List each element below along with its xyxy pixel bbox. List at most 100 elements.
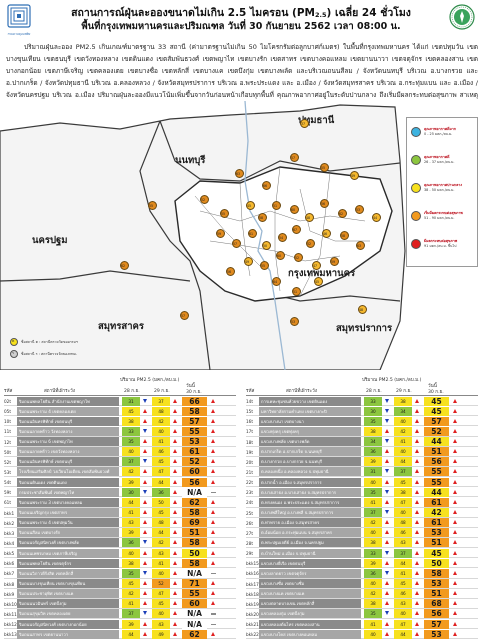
station-marker[interactable] <box>356 241 365 250</box>
table-row[interactable]: 61t ริมถนนพระราม 3 เขตบางคอแหลม 44 50 62 <box>4 497 236 508</box>
station-marker[interactable] <box>350 171 359 180</box>
station-marker[interactable] <box>338 209 347 218</box>
table-row[interactable]: bkk13 ริมถนนสาทร เขตยานนาวา 44 49 62 <box>4 629 236 640</box>
value-today: N/A <box>182 487 207 497</box>
station-marker[interactable] <box>260 261 269 270</box>
station-marker[interactable] <box>292 287 301 296</box>
station-marker[interactable] <box>248 229 257 238</box>
table-row[interactable]: 05t ริมถนนพระราม 4 เขตคลองเตย 45 48 58 <box>4 406 236 417</box>
table-row[interactable]: bkk17 แขวงบางซื่อ เขตบางซื่อ 40 45 53 <box>246 579 478 589</box>
station-marker[interactable] <box>120 261 129 270</box>
station-marker[interactable] <box>262 181 271 190</box>
table-row[interactable]: bkk9 ริมถนนประชาอุทิศ เขตบางแค 42 47 55 <box>4 589 236 599</box>
station-marker[interactable] <box>290 317 299 326</box>
table-row[interactable]: bkk5 ริมถนนเพชรเกษม เขตภาษีเจริญ 40 43 50 <box>4 548 236 559</box>
station-marker[interactable] <box>314 277 323 286</box>
table-row[interactable]: 02t ริมถนนพหลโยธิน สำนักงานเขตพญาไท 31 37 66 <box>4 396 236 407</box>
table-row[interactable]: bkk12 ริมถนนจรัญสนิทวงศ์ เขตบางกอกน้อย 39 4… <box>4 619 236 630</box>
table-row[interactable]: 52t ริมถนนอินทรพิทักษ์ เขตธนบุรี 37 45 52 <box>4 457 236 467</box>
station-marker[interactable] <box>226 267 235 276</box>
station-marker[interactable] <box>244 257 253 266</box>
station-marker[interactable] <box>246 201 255 210</box>
table-row[interactable]: bkk3 ริมถนนสีลม เขตบางรัก 39 44 51 <box>4 528 236 538</box>
table-row[interactable]: bkk22 แขวงบางโคล่ เขตบางคอแหลม 40 44 53 <box>246 629 478 640</box>
station-marker[interactable] <box>292 225 301 234</box>
table-row[interactable]: 26t ต.ท่าทราย อ.เมือง จ.สมุทรสาคร 42 48 61 <box>246 518 478 528</box>
table-row[interactable]: 54t ริมถนนดินแดง เขตดินแดง 39 44 56 <box>4 477 236 488</box>
table-row[interactable]: bkk7 ริมถนนวิภาวดีรังสิต เขตหลักสี่ 35 40 N/… <box>4 568 236 579</box>
table-row[interactable]: bkk16 แขวงลาดยาว เขตจตุจักร 36 41 58 <box>246 568 478 579</box>
station-marker[interactable] <box>372 213 381 222</box>
table-row[interactable]: bkk1 ริมถนนเจริญกรุง เขตสาทร 41 45 58 <box>4 508 236 518</box>
table-row[interactable]: bkk21 แขวงคลองต้นไทร เขตคลองสาน 41 47 57 <box>246 619 478 630</box>
station-marker[interactable] <box>358 305 367 314</box>
table-row[interactable]: 29t ต.บ้านใหม่ อ.เมือง จ.ปทุมธานี 33 37 45 <box>246 548 478 559</box>
station-name: ริมถนนพระราม 6 เขตพญาไท <box>17 437 119 447</box>
table-row[interactable]: 21t ต.คลองหนึ่ง อ.คลองหลวง จ.ปทุมธานี 31 37… <box>246 467 478 478</box>
table-row[interactable]: 18t แขวงบางพลัด เขตบางพลัด 34 41 44 <box>246 437 478 447</box>
station-marker-label: 54 <box>279 236 284 240</box>
station-marker[interactable] <box>320 163 329 172</box>
trend-up-icon <box>173 560 177 565</box>
table-row[interactable]: bkk8 ริมถนนบางขุนเทียน เขตบางขุนเทียน 45 52… <box>4 579 236 589</box>
table-row[interactable]: bkk2 ริมถนนพระราม 4 เขตปทุมวัน 43 48 69 <box>4 518 236 528</box>
table-row[interactable]: bkk15 แขวงบางยี่เรือ เขตธนบุรี 39 44 50 <box>246 558 478 569</box>
table-row[interactable]: 14t การเคหะชุมชนห้วยขวาง เขตดินแดง 33 38 45 <box>246 396 478 407</box>
station-marker[interactable] <box>216 229 225 238</box>
station-id: 21t <box>246 469 253 475</box>
table-row[interactable]: 15t มหาวิทยาลัยรามคำแหง เขตบางกะปิ 30 34 45 <box>246 406 478 417</box>
table-row[interactable]: 23t ต.บางเสาธง อ.บางเสาธง จ.สมุทรปราการ 35… <box>246 487 478 498</box>
trend-up-icon <box>143 499 147 504</box>
station-marker[interactable] <box>290 153 299 162</box>
station-marker[interactable] <box>148 201 157 210</box>
station-marker[interactable] <box>278 233 287 242</box>
station-marker[interactable] <box>220 209 229 218</box>
table-row[interactable]: bkk20 แขวงคลองกุ่ม เขตบึงกุ่ม 35 40 56 <box>246 609 478 620</box>
station-marker[interactable] <box>262 241 271 250</box>
table-row[interactable]: 22t ต.ปากน้ำ อ.เมือง จ.สมุทรปราการ 40 45 55 <box>246 477 478 488</box>
station-marker[interactable] <box>232 239 241 248</box>
station-marker[interactable] <box>306 239 315 248</box>
station-marker-label: 44 <box>373 216 378 220</box>
table-row[interactable]: 53t โรงเรียนเสริมศิลป์ วงเวียนโอเดียน เขต… <box>4 467 236 478</box>
table-row[interactable]: 19t ต.ปากเกร็ด อ.ปากเกร็ด จ.นนทบุรี 36 40 51 <box>246 447 478 457</box>
trend-up-icon <box>453 560 457 565</box>
station-marker[interactable] <box>200 195 209 204</box>
table-row[interactable]: bkk10 ริมถนนนวมินทร์ เขตบึงกุ่ม 41 45 60 <box>4 599 236 609</box>
station-marker[interactable] <box>294 253 303 262</box>
table-row[interactable]: 12t ริมถนนพระราม 6 เขตพญาไท 35 41 53 <box>4 437 236 447</box>
station-marker[interactable] <box>355 205 364 214</box>
station-marker[interactable] <box>340 231 349 240</box>
table-row[interactable]: 16t แขวงบางนา เขตบางนา 35 40 57 <box>246 416 478 427</box>
table-row[interactable]: bkk6 ริมถนนพหลโยธิน เขตจตุจักร 38 41 58 <box>4 558 236 569</box>
station-marker[interactable] <box>320 199 329 208</box>
station-marker[interactable] <box>312 261 321 270</box>
table-row[interactable]: bkk4 ริมถนนจรัญสนิทวงศ์ เขตบางพลัด 36 42 58 <box>4 538 236 549</box>
trend-up-icon <box>211 540 215 545</box>
table-row[interactable]: 24t ต.ทรงคนอง อ.พระประแดง จ.สมุทรปราการ 41… <box>246 497 478 508</box>
table-row[interactable]: 27t ต.อ้อมน้อย อ.กระทุ่มแบน จ.สมุทรสาคร 40… <box>246 528 478 538</box>
station-marker[interactable] <box>290 205 299 214</box>
station-marker[interactable] <box>180 311 189 320</box>
station-marker[interactable] <box>272 277 281 286</box>
station-marker[interactable] <box>258 213 267 222</box>
station-marker-label: 37 <box>301 122 306 126</box>
table-row[interactable]: 11t ริมถนนลาดพร้าว วังทองหลาง 33 40 55 <box>4 426 236 437</box>
table-row[interactable]: 59t กรมประชาสัมพันธ์ เขตพญาไท 30 36 N/A <box>4 487 236 498</box>
table-row[interactable]: bkk18 แขวงบางแค เขตบางแค 42 46 51 <box>246 589 478 599</box>
station-marker[interactable] <box>300 119 309 128</box>
table-row[interactable]: bkk19 แขวงตลาดบางเขน เขตหลักสี่ 38 43 68 <box>246 599 478 609</box>
table-row[interactable]: 50t ริมถนนลาดพร้าว เขตวังทองหลาง 40 46 61 <box>4 447 236 457</box>
station-marker[interactable] <box>305 213 314 222</box>
table-row[interactable]: 10t ริมถนนอินทรพิทักษ์ เขตธนบุรี 38 42 57 <box>4 416 236 427</box>
station-marker[interactable] <box>272 201 281 210</box>
table-row[interactable]: 25t ต.บางพลีใหญ่ อ.บางพลี จ.สมุทรปราการ 37… <box>246 508 478 518</box>
station-marker[interactable] <box>235 169 244 178</box>
table-row[interactable]: 17t แขวงทุ่งครุ เขตทุ่งครุ 38 42 52 <box>246 426 478 437</box>
station-marker[interactable] <box>322 229 331 238</box>
station-marker[interactable] <box>276 251 285 260</box>
table-row[interactable]: bkk11 ริมถนนสุขุมวิท เขตคลองเตย 37 40 N/A <box>4 609 236 620</box>
table-row[interactable]: 20t ต.บางกรวย อ.บางกรวย จ.นนทบุรี 39 44 56 <box>246 457 478 467</box>
table-row[interactable]: 28t ต.พระปฐมเจดีย์ อ.เมือง จ.นครปฐม 38 43 51 <box>246 538 478 549</box>
station-marker[interactable] <box>330 257 339 266</box>
